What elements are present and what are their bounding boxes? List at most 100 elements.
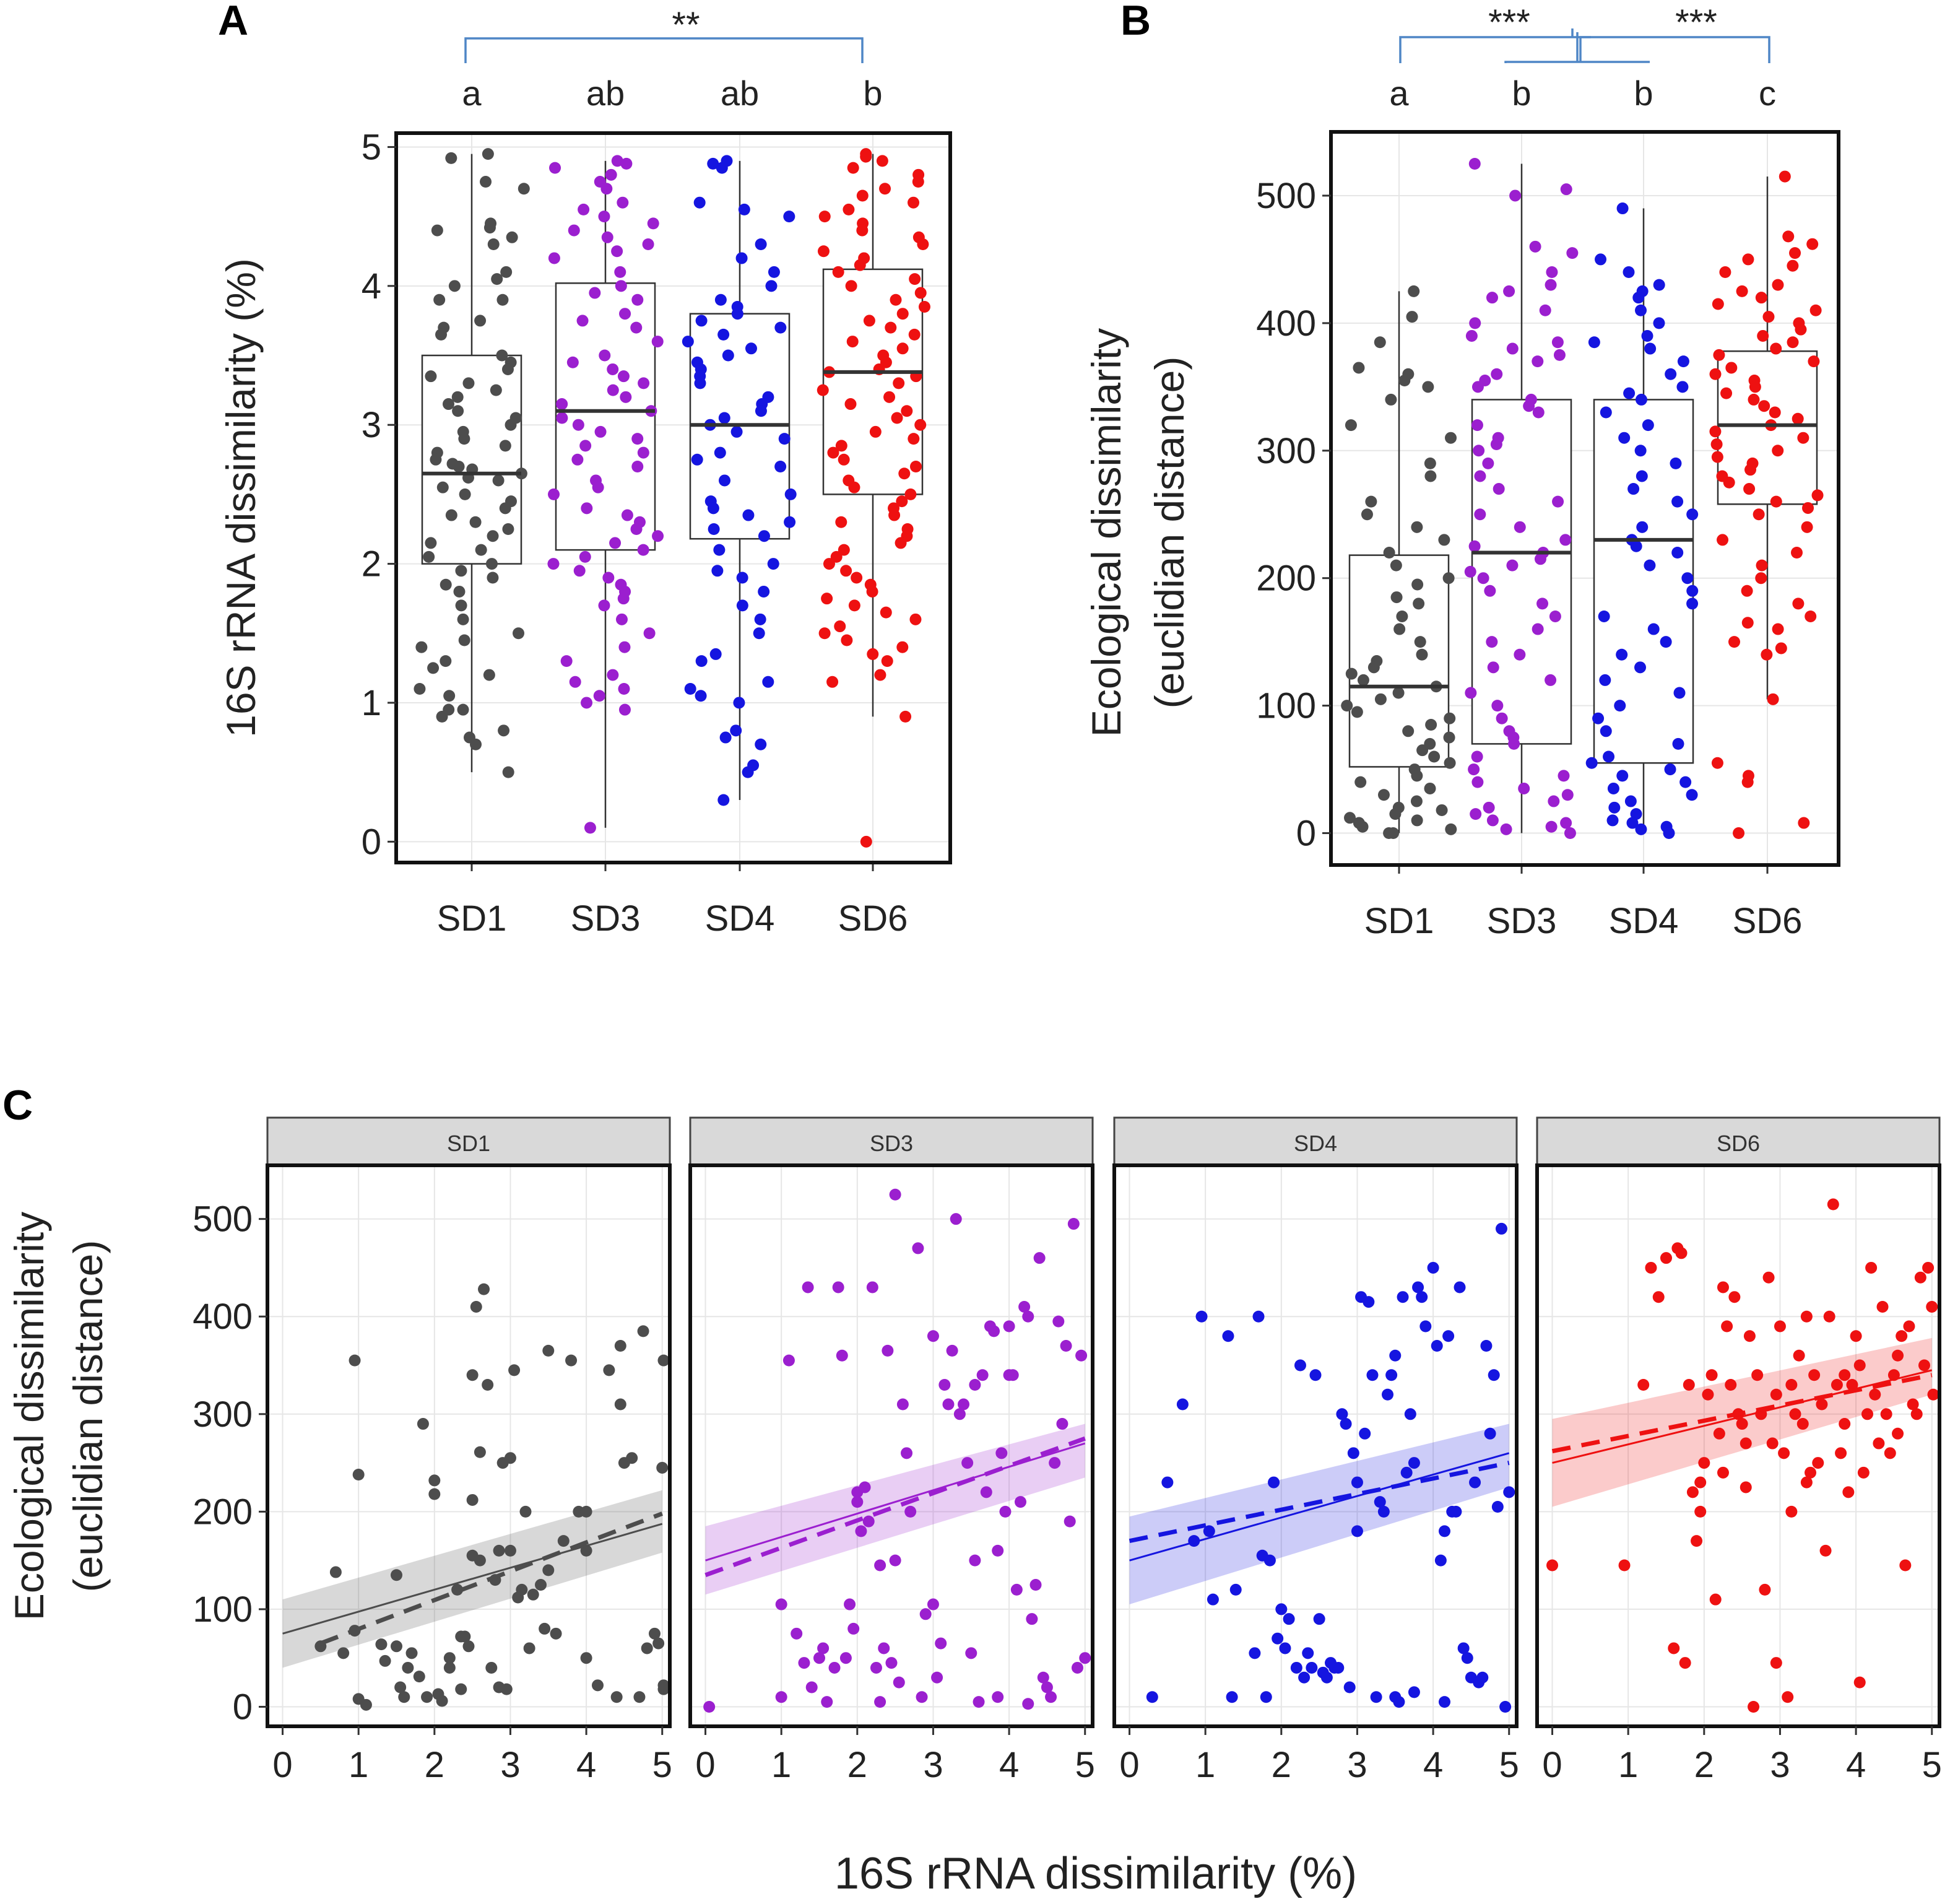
data-point-sd6	[908, 328, 921, 341]
data-point-sd4	[774, 321, 787, 334]
data-point-sd3	[1545, 674, 1557, 686]
data-point-sd4	[684, 683, 696, 695]
data-point-sd1	[487, 572, 499, 584]
group-letter: c	[1759, 74, 1776, 113]
data-point	[633, 1691, 646, 1703]
data-point	[1071, 1661, 1083, 1674]
data-point-sd4	[1679, 776, 1692, 788]
data-point	[641, 1642, 653, 1654]
data-point-sd3	[1551, 336, 1564, 349]
data-point	[828, 1661, 841, 1674]
data-point	[1918, 1359, 1930, 1371]
data-point	[1045, 1691, 1057, 1703]
data-point-sd3	[598, 211, 610, 223]
data-point	[1717, 1466, 1729, 1479]
data-point	[999, 1505, 1012, 1518]
data-point	[379, 1654, 391, 1667]
data-point-sd1	[1444, 757, 1456, 769]
data-point-sd4	[733, 697, 745, 709]
regression-line-dashed	[319, 1511, 663, 1646]
data-point	[523, 1642, 535, 1654]
data-point-sd3	[579, 550, 591, 563]
data-point-sd3	[617, 593, 630, 605]
data-point-sd1	[1345, 419, 1357, 432]
data-point-sd6	[896, 308, 909, 320]
data-point	[904, 1505, 917, 1518]
regression-line	[282, 1523, 663, 1635]
data-point-sd1	[1341, 700, 1353, 712]
data-point-sd3	[1560, 817, 1572, 829]
data-point	[855, 1525, 867, 1537]
data-point-sd3	[1518, 782, 1530, 794]
group-letter: ab	[586, 74, 625, 113]
data-point	[580, 1544, 592, 1557]
data-point	[1903, 1320, 1915, 1332]
data-point-sd4	[1588, 336, 1600, 349]
data-point-sd3	[631, 461, 644, 473]
group-letter: a	[1389, 74, 1409, 113]
y-tick-label: 0	[362, 822, 381, 862]
data-point-sd3	[1532, 406, 1545, 419]
data-point	[591, 1679, 604, 1692]
x-tick-label: SD3	[1487, 901, 1557, 941]
data-point-sd4	[738, 203, 750, 215]
data-point-sd4	[784, 488, 797, 500]
data-point-sd4	[735, 252, 748, 264]
data-point	[535, 1579, 547, 1591]
data-point-sd6	[827, 446, 839, 459]
data-point	[832, 1281, 844, 1293]
data-point-sd4	[1653, 279, 1665, 291]
data-point-sd1	[457, 613, 469, 625]
data-point-sd3	[618, 641, 631, 653]
data-point-sd4	[707, 502, 719, 515]
data-point-sd6	[818, 627, 831, 640]
data-point-sd6	[883, 391, 896, 403]
data-point-sd3	[615, 280, 627, 292]
data-point	[1892, 1349, 1904, 1362]
data-point	[870, 1661, 882, 1674]
data-point	[1922, 1261, 1935, 1274]
data-point-sd6	[1805, 610, 1817, 622]
data-point-sd1	[445, 152, 457, 164]
data-point-sd6	[1792, 412, 1804, 425]
data-point-sd3	[1464, 565, 1476, 578]
data-point-sd1	[1387, 827, 1400, 840]
data-point	[1705, 1369, 1718, 1381]
x-tick-label: SD3	[571, 898, 641, 939]
data-point	[1476, 1671, 1489, 1684]
y-tick-label: 500	[193, 1199, 253, 1240]
data-point	[1404, 1408, 1416, 1420]
data-point	[969, 1554, 981, 1567]
data-point-sd6	[1811, 489, 1824, 502]
data-point-sd6	[1782, 230, 1795, 243]
data-point-sd6	[821, 593, 833, 605]
plot-frame	[1329, 130, 1840, 867]
data-point	[885, 1657, 898, 1669]
data-point	[504, 1452, 516, 1464]
data-point-sd4	[1671, 495, 1684, 508]
data-point-sd1	[500, 266, 513, 278]
data-point-sd1	[1411, 770, 1423, 782]
data-point	[1049, 1457, 1061, 1469]
x-tick-label: 4	[999, 1745, 1019, 1785]
data-point	[1686, 1486, 1699, 1498]
data-point-sd6	[1733, 827, 1745, 840]
data-point-sd6	[838, 544, 850, 556]
data-point	[889, 1554, 901, 1567]
data-point-sd1	[451, 391, 464, 403]
data-point	[1721, 1320, 1733, 1332]
data-point-sd3	[576, 315, 589, 327]
data-point-sd4	[758, 585, 770, 598]
data-point-sd4	[718, 474, 730, 487]
data-point-sd3	[1491, 368, 1503, 380]
data-point	[1249, 1647, 1261, 1659]
data-point-sd1	[1411, 814, 1423, 827]
data-point	[1499, 1700, 1512, 1713]
y-tick-label: 500	[1256, 176, 1316, 216]
data-point-sd4	[1636, 521, 1649, 533]
data-point-sd3	[601, 231, 613, 243]
data-point-sd6	[1779, 170, 1791, 183]
data-point-sd6	[909, 273, 921, 285]
data-point	[1347, 1447, 1359, 1459]
box-iqr	[555, 282, 656, 551]
